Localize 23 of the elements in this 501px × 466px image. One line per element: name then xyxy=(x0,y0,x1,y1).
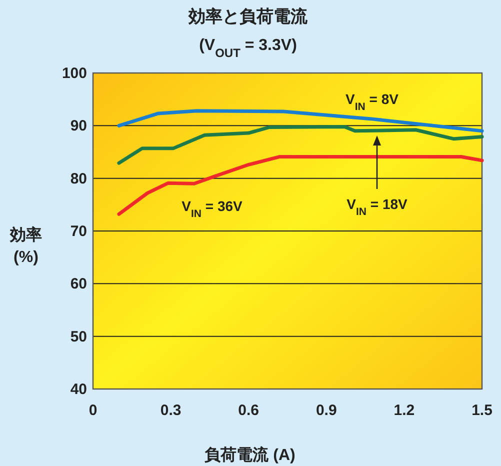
y-axis-title: 効率 (%) xyxy=(9,225,42,266)
y-tick-label: 100 xyxy=(62,65,87,82)
y-tick-label: 60 xyxy=(70,276,87,293)
x-axis-title: 負荷電流 (A) xyxy=(204,445,296,464)
series-label: V$_{IN}$ = 36V xyxy=(182,198,244,220)
x-tick-label: 0.9 xyxy=(316,402,337,419)
series-label: V$_{IN}$ = 8V xyxy=(346,91,400,113)
x-tick-label: 0.3 xyxy=(160,402,182,419)
y-tick-label: 50 xyxy=(70,328,87,346)
text: V$_{IN}$ = 18V xyxy=(346,196,408,218)
y-tick-label: 40 xyxy=(70,381,87,398)
y-tick-label: 70 xyxy=(70,223,87,240)
chart-subtitle: (V$_{OUT}$ = 3.3V) xyxy=(199,37,297,60)
line-series xyxy=(117,154,484,216)
chart-title: 効率と負荷電流 xyxy=(188,7,308,26)
x-tick-label: 1.2 xyxy=(394,402,415,419)
x-tick-label: 0 xyxy=(88,402,98,419)
x-tick-label: 0.6 xyxy=(238,402,260,419)
line-series xyxy=(117,109,484,133)
x-tick-label: 1.5 xyxy=(472,402,492,419)
line-series xyxy=(117,124,484,165)
y-tick-label: 80 xyxy=(70,170,87,188)
y-tick-label: 90 xyxy=(70,118,87,135)
